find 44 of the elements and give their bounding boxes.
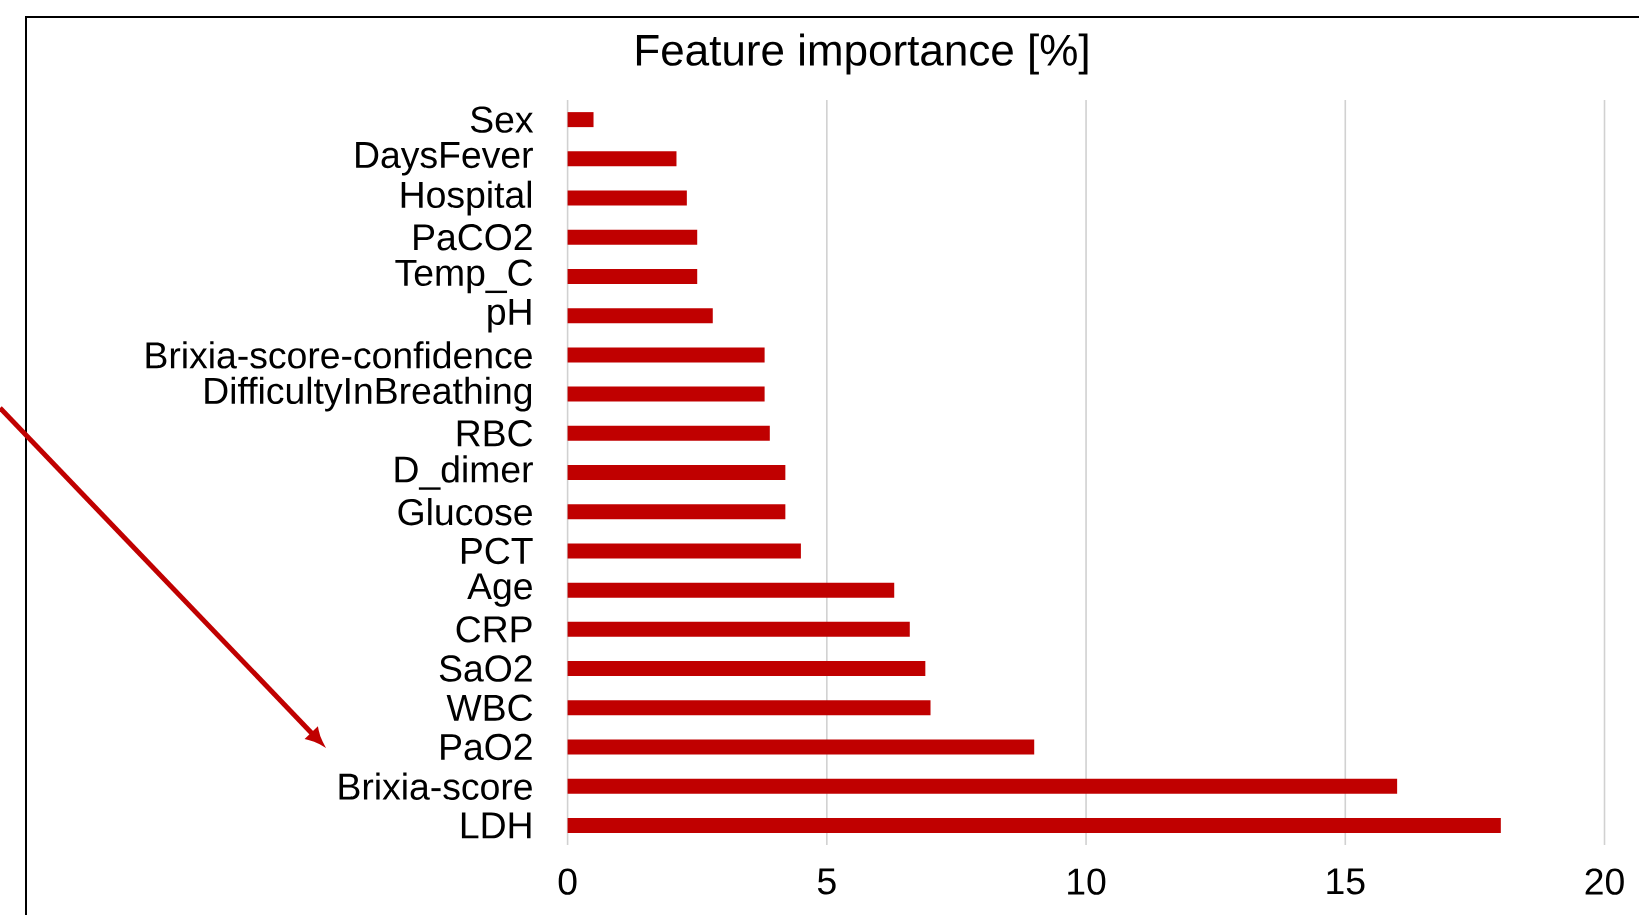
bar — [567, 268, 698, 284]
y-tick-label: PCT — [461, 537, 533, 565]
y-tick-label: D_dimer — [395, 455, 533, 490]
bar — [567, 425, 770, 441]
bar — [567, 465, 786, 481]
bar — [567, 308, 713, 324]
bar — [567, 817, 1501, 833]
y-tick-label: LDH — [461, 812, 531, 839]
bar — [567, 229, 698, 245]
y-tick-label: DifficultyInBreathing — [205, 376, 532, 412]
y-tick-label: Brixia-score — [339, 772, 532, 800]
y-tick-label: RBC — [457, 420, 533, 447]
chart-title: Feature importance [%] — [636, 33, 1088, 75]
bar — [567, 112, 594, 128]
y-tick-label: Glucose — [398, 498, 532, 526]
x-tick-label: 15 — [1327, 868, 1365, 895]
y-tick-label: Temp_C — [395, 259, 533, 294]
bar — [567, 778, 1398, 794]
bar — [567, 151, 677, 167]
bar — [567, 700, 931, 716]
bar — [567, 190, 687, 206]
y-tick-label: Brixia-score-confidence — [146, 341, 532, 369]
y-tick-label: SaO2 — [439, 655, 532, 682]
x-tick-label: 20 — [1585, 868, 1624, 895]
y-tick-label: PaO2 — [441, 733, 532, 761]
bar — [567, 543, 801, 559]
y-tick-label: Age — [467, 573, 532, 607]
bar — [567, 661, 926, 677]
y-tick-label: DaysFever — [356, 142, 533, 176]
x-tick-label: 0 — [558, 868, 577, 895]
bar — [567, 739, 1035, 755]
bar — [567, 582, 895, 598]
y-tick-label: CRP — [456, 616, 532, 643]
bar — [567, 621, 910, 637]
bar — [567, 386, 765, 402]
y-tick-label: pH — [488, 298, 531, 333]
y-tick-label: Sex — [470, 106, 534, 133]
x-tick-label: 10 — [1068, 868, 1106, 895]
y-tick-label: Hospital — [401, 180, 532, 216]
y-tick-label: PaCO2 — [414, 224, 532, 251]
x-tick-label: 5 — [817, 868, 836, 895]
bar — [567, 347, 765, 363]
y-tick-label: WBC — [446, 694, 533, 721]
bar — [567, 504, 786, 520]
